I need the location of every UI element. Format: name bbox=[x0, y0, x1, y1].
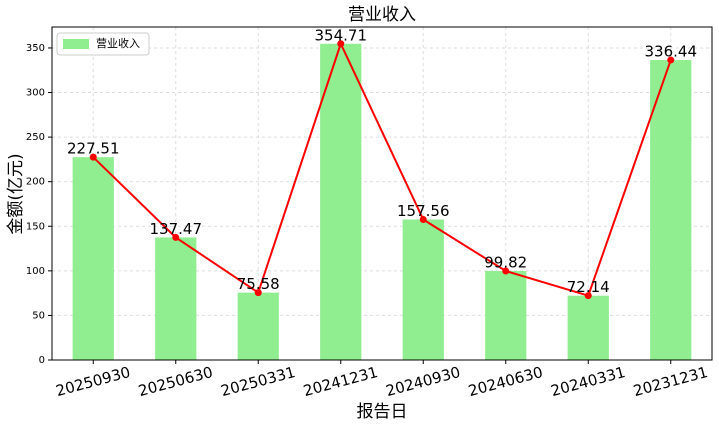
point bbox=[89, 153, 97, 161]
bar bbox=[567, 295, 609, 360]
y-tick-label: 0 bbox=[39, 355, 45, 366]
x-tick-label: 20250930 bbox=[54, 363, 132, 400]
x-axis-label: 报告日 bbox=[357, 402, 408, 422]
x-tick-label: 20240331 bbox=[549, 363, 627, 400]
y-tick-label: 100 bbox=[26, 266, 45, 277]
legend-swatch bbox=[63, 39, 89, 49]
bar bbox=[650, 60, 692, 361]
point bbox=[419, 216, 427, 224]
x-tick-label: 20241231 bbox=[301, 363, 379, 400]
point bbox=[254, 289, 262, 297]
legend-label: 营业收入 bbox=[96, 36, 140, 50]
y-tick-label: 350 bbox=[26, 43, 45, 54]
point bbox=[502, 267, 510, 275]
point bbox=[667, 56, 675, 64]
point bbox=[337, 40, 345, 48]
x-tick-label: 20240630 bbox=[466, 363, 544, 400]
data-label: 157.56 bbox=[397, 202, 450, 220]
bar bbox=[155, 237, 197, 360]
chart-title: 营业收入 bbox=[348, 5, 416, 25]
x-tick-label: 20250331 bbox=[219, 363, 297, 400]
x-tick-label: 20250630 bbox=[136, 363, 214, 400]
x-tick-label: 20231231 bbox=[631, 363, 709, 400]
data-label: 137.47 bbox=[150, 220, 203, 238]
data-label: 354.71 bbox=[315, 26, 368, 44]
bar bbox=[402, 219, 444, 360]
point bbox=[584, 292, 592, 300]
plot-frame bbox=[51, 26, 713, 361]
x-tick-label: 20240930 bbox=[384, 363, 462, 400]
point bbox=[172, 233, 180, 241]
bar bbox=[72, 157, 114, 360]
bar bbox=[237, 292, 279, 360]
data-label: 336.44 bbox=[645, 43, 698, 61]
y-axis-label: 金额(亿元) bbox=[6, 153, 26, 234]
y-tick-label: 200 bbox=[26, 177, 45, 188]
y-tick-label: 50 bbox=[32, 310, 45, 321]
bar bbox=[320, 43, 362, 360]
data-label: 227.51 bbox=[67, 140, 120, 158]
data-label: 99.82 bbox=[484, 254, 527, 272]
bar bbox=[485, 271, 527, 360]
y-tick-label: 250 bbox=[26, 132, 45, 143]
data-label: 72.14 bbox=[567, 278, 610, 296]
y-tick-label: 150 bbox=[26, 221, 45, 232]
legend-box bbox=[56, 32, 150, 56]
y-tick-label: 300 bbox=[26, 88, 45, 99]
data-label: 75.58 bbox=[237, 275, 280, 293]
trend-line bbox=[92, 41, 672, 297]
